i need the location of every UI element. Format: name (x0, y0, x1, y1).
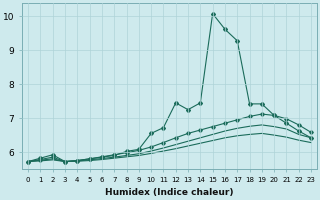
X-axis label: Humidex (Indice chaleur): Humidex (Indice chaleur) (105, 188, 234, 197)
